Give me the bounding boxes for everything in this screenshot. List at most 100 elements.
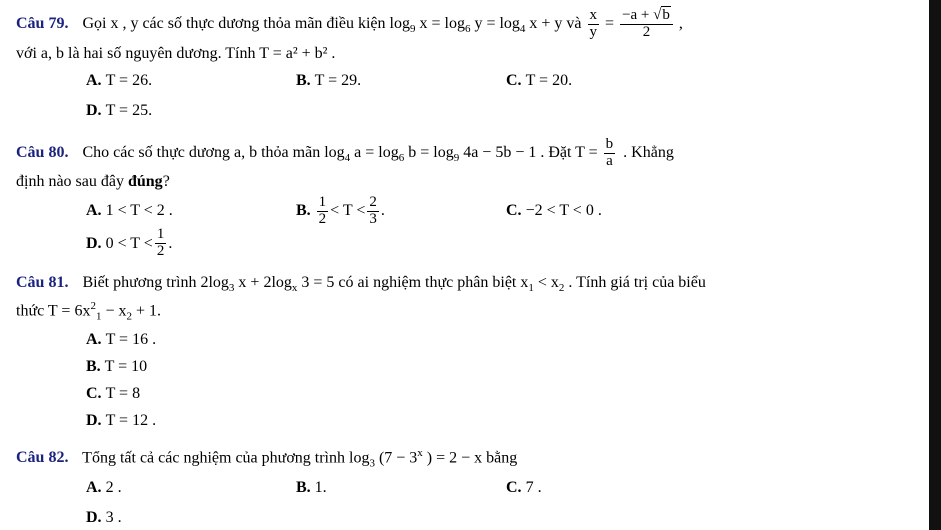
q80-options: A.1 < T < 2 . B. 12 < T < 23 . C.−2 < T …	[16, 195, 925, 260]
q80-D-label: D.	[86, 229, 102, 259]
q80-stem-line1: Câu 80. Cho các số thực dương a, b thỏa …	[16, 137, 925, 170]
q80-t4: 4a − 5b − 1 . Đặt T =	[459, 144, 601, 161]
q80-t1: Cho các số thực dương a, b thỏa mãn log	[82, 144, 344, 161]
q82-optA: A.2 .	[86, 473, 296, 503]
q82-t3: ) = 2 − x bằng	[423, 449, 517, 466]
q82-label: Câu 82.	[16, 449, 68, 466]
q79-A-label: A.	[86, 66, 102, 96]
q82-optC: C.7 .	[506, 473, 716, 503]
q81-optB: B.T = 10	[86, 353, 925, 380]
q79-neg-a: −a +	[622, 7, 653, 23]
question-79: Câu 79. Gọi x , y các số thực dương thỏa…	[16, 8, 925, 127]
q81-label: Câu 81.	[16, 274, 68, 291]
right-dark-strip	[929, 0, 941, 530]
q80-B-mid: < T <	[330, 196, 365, 226]
q80-D-fd: 2	[155, 244, 167, 260]
q81-optD: D.T = 12 .	[86, 407, 925, 434]
q79-sqrt-b: b	[653, 8, 671, 24]
q81-D-text: T = 12 .	[106, 407, 157, 434]
q80-A-label: A.	[86, 196, 102, 226]
q81-C-label: C.	[86, 380, 102, 407]
q79-sqrt-b-rad: b	[661, 6, 671, 23]
q80-D-pre: 0 < T <	[106, 229, 153, 259]
q79-t1: Gọi x , y các số thực dương thỏa mãn điề…	[82, 15, 410, 32]
q79-frac-xy-num: x	[588, 8, 600, 25]
q79-optD: D.T = 25.	[86, 96, 296, 126]
q81-A-label: A.	[86, 326, 102, 353]
q79-A-text: T = 26.	[106, 66, 153, 96]
q79-C-text: T = 20.	[526, 66, 573, 96]
q79-optC: C.T = 20.	[506, 66, 716, 96]
q80-frac-ba: ba	[604, 137, 616, 170]
q81-t3: 3 = 5 có ai nghiệm thực phân biệt x	[297, 274, 528, 291]
q80-B-post: .	[381, 196, 385, 226]
q82-C-text: 7 .	[526, 473, 542, 503]
q82-options: A.2 . B.1. C.7 . D.3 .	[16, 473, 925, 530]
q79-options: A.T = 26. B.T = 29. C.T = 20. D.T = 25.	[16, 66, 925, 127]
q80-optD: D. 0 < T < 12 .	[86, 227, 296, 260]
q80-A-text: 1 < T < 2 .	[106, 196, 173, 226]
q82-optB: B.1.	[296, 473, 506, 503]
q79-t4: x + y và	[525, 15, 585, 32]
q80-D-fn: 1	[155, 227, 167, 244]
q81-D-label: D.	[86, 407, 102, 434]
page-content: Câu 79. Gọi x , y các số thực dương thỏa…	[0, 0, 941, 530]
q80-stem-line2: định nào sau đây đúng?	[16, 169, 925, 195]
question-81: Câu 81. Biết phương trình 2log3 x + 2log…	[16, 270, 925, 435]
q79-frac-xy-den: y	[588, 25, 600, 41]
q81-t2: x + 2log	[234, 274, 291, 291]
q80-B-frac1: 12	[317, 195, 329, 228]
q79-frac-ab: −a + b 2	[620, 8, 673, 41]
q82-t2: (7 − 3	[375, 449, 417, 466]
q79-optA: A.T = 26.	[86, 66, 296, 96]
q79-t2: x = log	[415, 15, 464, 32]
q79-t3: y = log	[470, 15, 519, 32]
q81-A-text: T = 16 .	[106, 326, 157, 353]
q80-B-label: B.	[296, 196, 311, 226]
q80-optC: C.−2 < T < 0 .	[506, 195, 716, 228]
q79-C-label: C.	[506, 66, 522, 96]
page-wrap: Câu 79. Gọi x , y các số thực dương thỏa…	[0, 0, 941, 530]
question-82: Câu 82. Tổng tất cả các nghiệm của phươn…	[16, 445, 925, 530]
q79-optB: B.T = 29.	[296, 66, 506, 96]
q81-options: A.T = 16 . B.T = 10 C.T = 8 D.T = 12 .	[16, 326, 925, 435]
q81-stem-line1: Câu 81. Biết phương trình 2log3 x + 2log…	[16, 270, 925, 298]
q79-D-label: D.	[86, 96, 102, 126]
q79-stem-line1: Câu 79. Gọi x , y các số thực dương thỏa…	[16, 8, 925, 41]
q80-t6: định nào sau đây	[16, 173, 128, 190]
q82-A-label: A.	[86, 473, 102, 503]
q81-t4: < x	[534, 274, 559, 291]
q82-stem: Câu 82. Tổng tất cả các nghiệm của phươn…	[16, 445, 925, 473]
q80-frac-num: b	[604, 137, 616, 154]
q79-frac-xy: xy	[588, 8, 600, 41]
q81-t8: + 1.	[132, 302, 161, 319]
q81-t1: Biết phương trình 2log	[82, 274, 228, 291]
q80-B-f2d: 3	[367, 212, 379, 228]
q82-B-label: B.	[296, 473, 311, 503]
q81-optC: C.T = 8	[86, 380, 925, 407]
q81-C-text: T = 8	[106, 380, 141, 407]
q80-B-f1d: 2	[317, 212, 329, 228]
q80-optB: B. 12 < T < 23 .	[296, 195, 506, 228]
q80-bold: đúng	[128, 173, 163, 190]
q82-t1: Tổng tất cả các nghiệm của phương trình …	[82, 449, 369, 466]
q79-B-text: T = 29.	[315, 66, 362, 96]
q81-stem-line2: thức T = 6x21 − x2 + 1.	[16, 298, 925, 326]
q79-eq: =	[605, 15, 618, 32]
q82-optD: D.3 .	[86, 503, 296, 530]
q80-frac-den: a	[604, 154, 616, 170]
q80-B-f2n: 2	[367, 195, 379, 212]
q81-B-label: B.	[86, 353, 101, 380]
q80-D-frac: 12	[155, 227, 167, 260]
q79-frac-ab-num: −a + b	[620, 8, 673, 25]
q80-t5: . Khẳng	[623, 144, 674, 161]
q82-D-text: 3 .	[106, 503, 122, 530]
q81-optA: A.T = 16 .	[86, 326, 925, 353]
q82-C-label: C.	[506, 473, 522, 503]
q79-label: Câu 79.	[16, 15, 68, 32]
q80-label: Câu 80.	[16, 144, 68, 161]
q81-t6: thức T = 6x	[16, 302, 90, 319]
q80-C-text: −2 < T < 0 .	[526, 196, 602, 226]
question-80: Câu 80. Cho các số thực dương a, b thỏa …	[16, 137, 925, 260]
q80-B-frac2: 23	[367, 195, 379, 228]
